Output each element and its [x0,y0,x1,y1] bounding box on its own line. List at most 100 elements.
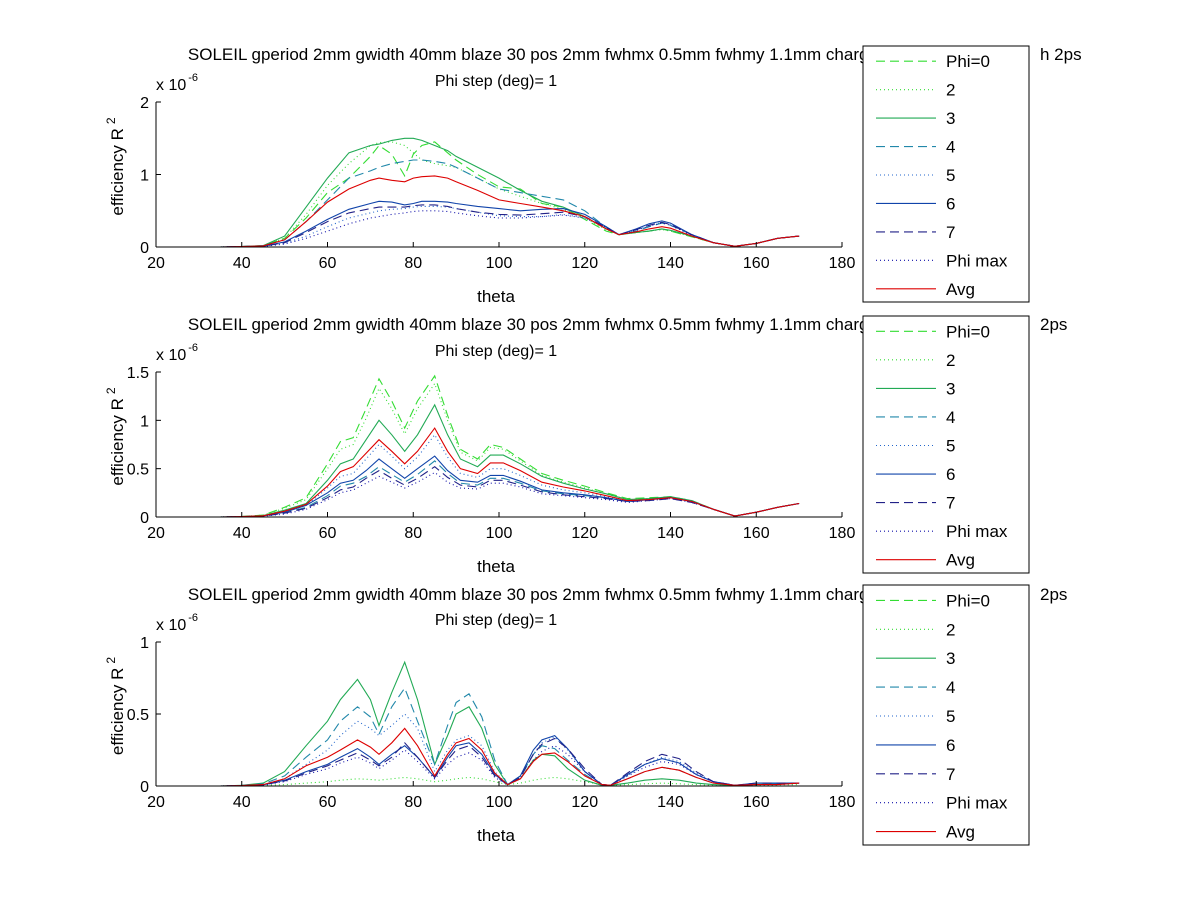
y-multiplier-base: x 10 [156,617,186,634]
x-tick-label: 20 [147,525,165,542]
x-tick-label: 100 [486,525,513,542]
y-multiplier-exp: -6 [188,72,198,84]
y-axis-label: efficiency R 2 [104,657,127,756]
y-tick-label: 2 [140,95,149,112]
x-tick-label: 100 [486,794,513,811]
y-tick-label: 0.5 [127,707,149,724]
series-line-6 [198,734,800,786]
chart-panel-1: SOLEIL gperiod 2mm gwidth 40mm blaze 30 … [104,45,1082,306]
x-tick-label: 160 [743,794,770,811]
y-multiplier: x 10 -6 [156,342,198,364]
series-line-3 [198,660,800,786]
y-axis-label: efficiency R 2 [104,387,127,486]
chart-title-suffix: 2ps [1040,585,1067,604]
legend-label-3: 3 [946,109,955,128]
y-axis-label-sup: 2 [104,387,118,394]
y-multiplier-base: x 10 [156,347,186,364]
chart-title: SOLEIL gperiod 2mm gwidth 40mm blaze 30 … [188,315,892,334]
series-line-4 [198,686,800,786]
chart-title: SOLEIL gperiod 2mm gwidth 40mm blaze 30 … [188,45,892,64]
chart-title-suffix: 2ps [1040,315,1067,334]
x-tick-label: 40 [233,794,251,811]
legend-label-4: 4 [946,678,955,697]
legend-label-8: Phi max [946,794,1008,813]
y-axis-label-text: efficiency R [108,668,127,756]
series-group [198,374,800,517]
legend-label-3: 3 [946,379,955,398]
x-tick-label: 60 [319,794,337,811]
x-tick-label: 40 [233,525,251,542]
y-tick-label: 1 [140,635,149,652]
x-tick-label: 140 [657,255,684,272]
legend-label-6: 6 [946,465,955,484]
x-tick-label: 120 [571,255,598,272]
legend-label-6: 6 [946,736,955,755]
legend-box [862,584,1030,846]
x-tick-label: 100 [486,255,513,272]
y-axis-label-text: efficiency R [108,398,127,486]
series-group [198,137,800,247]
x-tick-label: 120 [571,794,598,811]
series-line-5 [198,713,800,786]
series-line-2 [198,382,800,517]
chart-subtitle: Phi step (deg)= 1 [435,612,557,629]
chart-panel-2: SOLEIL gperiod 2mm gwidth 40mm blaze 30 … [104,315,1067,576]
y-axis-label-text: efficiency R [108,128,127,216]
y-tick-label: 1 [140,168,149,185]
x-tick-label: 160 [743,525,770,542]
y-multiplier: x 10 -6 [156,612,198,634]
y-axis-label-sup: 2 [104,657,118,664]
y-tick-label: 1 [140,413,149,430]
chart-panel-3: SOLEIL gperiod 2mm gwidth 40mm blaze 30 … [104,584,1067,846]
x-axis-label: theta [477,826,515,845]
y-tick-label: 0 [140,779,149,796]
legend-label-9: Avg [946,551,975,570]
x-tick-label: 40 [233,255,251,272]
x-tick-label: 160 [743,255,770,272]
series-line-3 [198,137,800,247]
x-tick-label: 20 [147,255,165,272]
y-tick-label: 0 [140,510,149,527]
legend-label-8: Phi max [946,251,1008,270]
plot-area [156,372,842,517]
x-axis-label: theta [477,287,515,306]
y-multiplier-base: x 10 [156,77,186,94]
y-multiplier-exp: -6 [188,612,198,624]
y-multiplier: x 10 -6 [156,72,198,94]
legend-label-3: 3 [946,649,955,668]
y-tick-label: 0 [140,240,149,257]
x-tick-label: 80 [404,525,422,542]
legend-label-4: 4 [946,408,955,427]
plot-area [156,102,842,247]
series-line-9 [198,427,800,517]
series-line-9 [198,175,800,247]
x-tick-label: 20 [147,794,165,811]
legend-label-2: 2 [946,81,955,100]
legend: Phi=0 2 3 4 5 6 7 Phi max Avg [862,45,1030,303]
legend-label-5: 5 [946,166,955,185]
legend-label-7: 7 [946,765,955,784]
legend-label-8: Phi max [946,522,1008,541]
y-multiplier-exp: -6 [188,342,198,354]
legend-label-5: 5 [946,707,955,726]
legend-label-6: 6 [946,194,955,213]
x-tick-label: 120 [571,525,598,542]
legend-box [862,45,1030,303]
legend-label-7: 7 [946,223,955,242]
series-line-9 [198,727,800,786]
y-axis-label-sup: 2 [104,117,118,124]
x-tick-label: 140 [657,525,684,542]
legend-label-4: 4 [946,138,955,157]
chart-title-suffix: h 2ps [1040,45,1082,64]
legend-label-1: Phi=0 [946,322,990,341]
legend-label-5: 5 [946,437,955,456]
series-line-4 [198,159,800,247]
series-line-3 [198,403,800,517]
x-tick-label: 80 [404,255,422,272]
x-tick-label: 180 [829,255,856,272]
x-tick-label: 60 [319,255,337,272]
x-tick-label: 140 [657,794,684,811]
chart-title: SOLEIL gperiod 2mm gwidth 40mm blaze 30 … [188,585,892,604]
legend-label-9: Avg [946,280,975,299]
